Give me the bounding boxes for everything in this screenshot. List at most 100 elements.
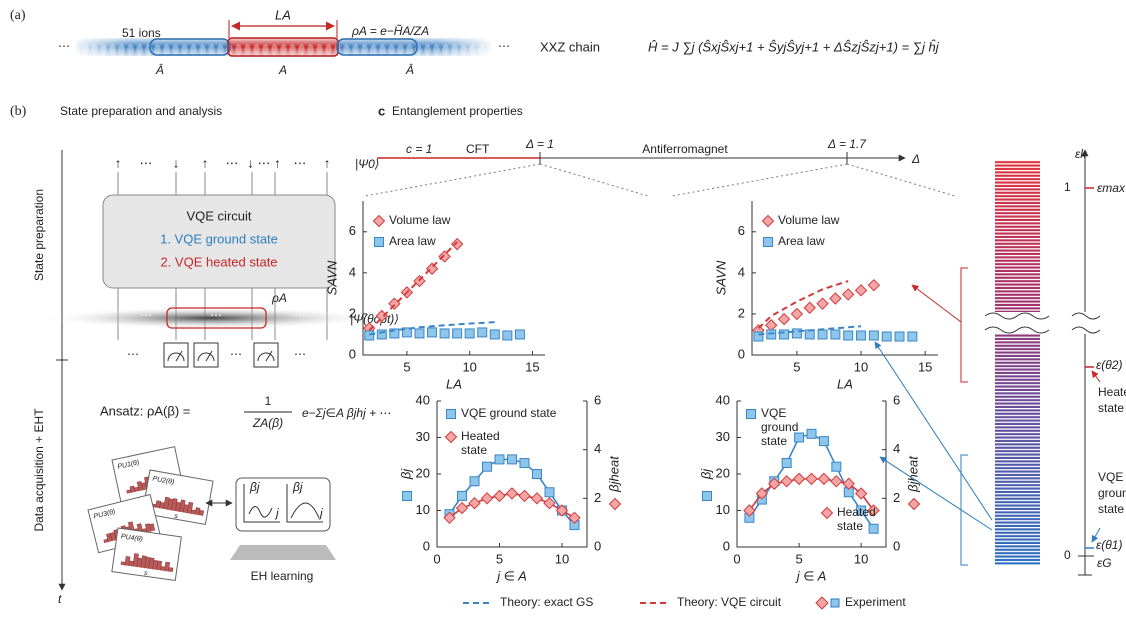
card-hist <box>120 553 174 573</box>
axis-icon <box>702 491 712 501</box>
legend-label: Volume law <box>778 213 840 227</box>
y-tick-label: 20 <box>716 465 730 480</box>
data-point <box>817 472 831 486</box>
legend-label: VQE ground state <box>461 406 557 420</box>
data-point <box>388 297 401 310</box>
eh-x: j <box>274 506 279 520</box>
data-point <box>439 328 450 339</box>
legend-label: Theory: VQE circuit <box>677 595 782 609</box>
y-axis-label: SAVN <box>324 260 339 295</box>
rho-label: ρA <box>271 291 287 305</box>
phase-label: Antiferromagnet <box>642 142 728 156</box>
data-point <box>480 492 494 505</box>
y2-tick-label: 0 <box>594 538 601 553</box>
data-point <box>468 496 481 510</box>
y-axis-label: βj <box>698 468 713 480</box>
x-tick-label: 5 <box>496 551 503 566</box>
legend-icon <box>761 214 775 228</box>
x-tick-label: 10 <box>555 551 569 566</box>
phase-label: CFT <box>466 142 490 156</box>
data-point <box>376 329 387 340</box>
spectrum-value: 0 <box>1064 548 1071 562</box>
state-haze <box>40 307 380 329</box>
meters <box>163 342 279 368</box>
ellipsis: ⋯ <box>58 39 70 53</box>
subsystem-box <box>166 307 267 329</box>
spin-label: ⋯ <box>294 155 307 170</box>
data-point <box>518 489 531 503</box>
y-tick-label: 30 <box>716 429 730 444</box>
x-tick-label: 0 <box>433 551 440 566</box>
subsystem-length: LA <box>275 7 291 22</box>
spectrum-state: Heated state <box>1098 385 1126 415</box>
data-point <box>389 328 400 339</box>
ansatz-exponent: e−Σj∈A βjhj + ⋯ <box>302 406 391 420</box>
card-label: PU4(θ) <box>120 533 143 543</box>
x-tick-label: 10 <box>462 359 476 374</box>
eh-title: EH learning <box>251 569 314 583</box>
data-point <box>791 328 802 339</box>
ions-label: 51 ions <box>122 26 161 40</box>
panel-title: State preparation and analysis <box>60 104 222 118</box>
y-tick-label: 30 <box>416 429 430 444</box>
data-point <box>766 329 777 340</box>
x-tick-label: 5 <box>795 551 802 566</box>
spectrum-level: ε(θ2) <box>1096 358 1122 372</box>
data-point <box>843 330 854 341</box>
data-point <box>868 330 879 341</box>
spectrum-axis: εk <box>1075 147 1087 161</box>
x-tick-label: 10 <box>854 359 868 374</box>
y-tick-label: 6 <box>738 223 745 238</box>
y2-tick-label: 2 <box>893 490 900 505</box>
stage-label: Data acquisition + EHT <box>32 408 46 532</box>
card-label: PU1(θ) <box>117 459 140 470</box>
axis-icon <box>402 491 412 501</box>
theory-line <box>758 325 862 336</box>
legend-label: Area law <box>778 234 825 248</box>
data-point <box>841 288 855 301</box>
card-label: PU2(θ) <box>152 475 175 486</box>
spin-label: ↑ <box>324 155 331 170</box>
spin-label: ⋯ <box>226 155 239 170</box>
circuit-title: VQE circuit <box>186 208 251 223</box>
energy-spectrum <box>874 149 1101 576</box>
ellipsis: ⋯ <box>230 347 242 361</box>
data-point <box>907 331 918 342</box>
data-point <box>568 511 581 525</box>
data-point <box>452 328 463 339</box>
ansatz: Ansatz: ρA(β) = <box>100 403 190 418</box>
circuit-item: 2. VQE heated state <box>160 254 277 269</box>
data-point <box>755 487 769 500</box>
theory-line <box>369 321 495 336</box>
ansatz-numerator: 1 <box>265 394 272 408</box>
y-tick-label: 0 <box>723 538 730 553</box>
input-state: |Ψ0⟩ <box>355 157 379 171</box>
chart: 5 10 15 0 2 4 6 LA SAVN Volume law Area law <box>713 201 938 391</box>
data-point <box>427 327 438 338</box>
phase-point: Δ = 1.7 <box>827 137 867 151</box>
charts: 5 10 15 0 2 4 6 LA SAVN Volume law Area law 5 10 15 0 2… <box>324 201 938 583</box>
y2-tick-label: 6 <box>893 392 900 407</box>
chart: 0 5 10 0 10 20 30 40 0 2 4 6 j ∈ A βj βjheat VQE ground… <box>398 392 621 583</box>
legend-icon <box>444 430 458 444</box>
data-point <box>829 292 842 305</box>
data-point <box>794 432 805 443</box>
circuit-item: 1. VQE ground state <box>160 231 278 246</box>
data-point <box>803 301 816 314</box>
y-tick-label: 6 <box>349 223 356 238</box>
data-point <box>777 312 791 326</box>
data-point <box>519 458 530 469</box>
data-point <box>489 329 500 340</box>
chart: 5 10 15 0 2 4 6 LA SAVN Volume law Area law <box>324 201 545 391</box>
phase-axis-label: Δ <box>911 152 920 166</box>
data-point <box>530 492 544 505</box>
data-point <box>817 329 828 340</box>
y-tick-label: 10 <box>716 502 730 517</box>
spectrum-level: εG <box>1097 556 1112 570</box>
legend-icon <box>372 214 386 228</box>
data-point <box>768 477 781 490</box>
eh-sketch <box>243 484 323 523</box>
data-point <box>765 319 778 332</box>
spectrum-level: ε(θ1) <box>1096 538 1122 552</box>
